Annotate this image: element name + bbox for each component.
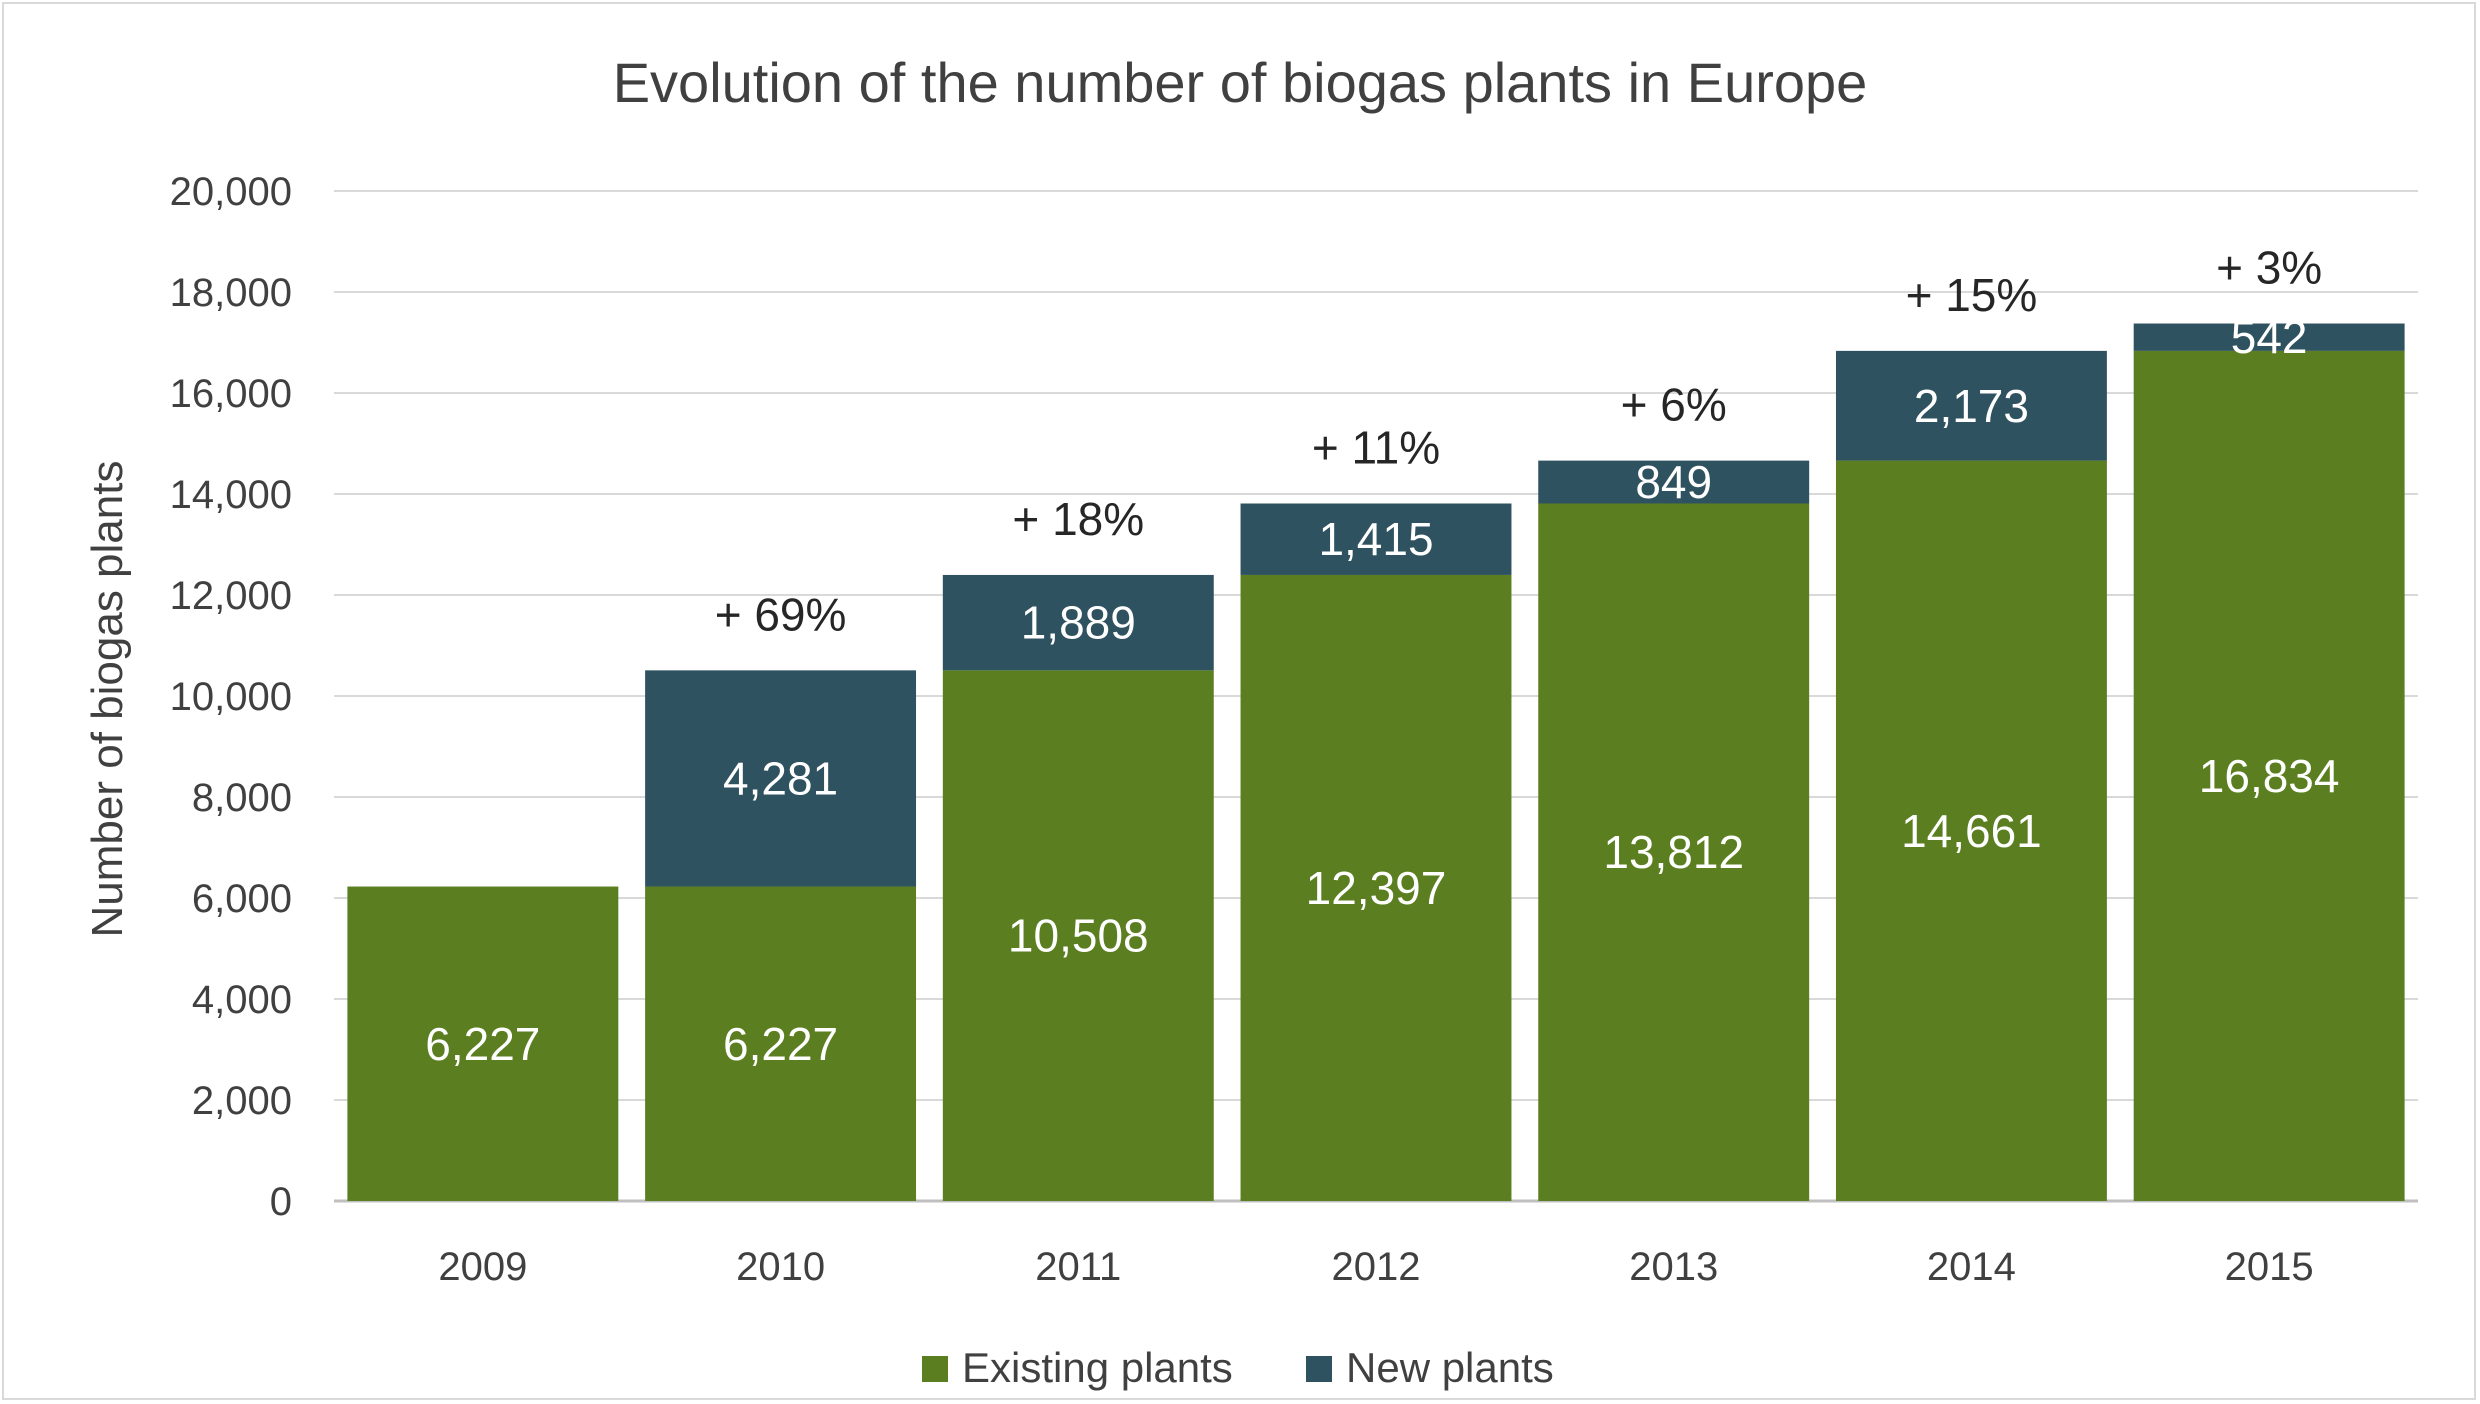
growth-label-2012: + 11% [1312,421,1440,473]
legend-swatch-existing-plants [922,1356,948,1382]
data-label-new-plants-2013: 849 [1635,456,1712,508]
chart-title: Evolution of the number of biogas plants… [613,51,1868,114]
data-label-existing-plants-2015: 16,834 [2199,750,2340,802]
legend-label-existing-plants: Existing plants [962,1344,1233,1391]
bar-existing-plants-2009 [347,886,619,1201]
x-tick-label-2010: 2010 [736,1245,825,1289]
growth-label-2015: + 3% [2216,242,2322,294]
bar-existing-plants-2013 [1538,503,1810,1201]
legend: Existing plants New plants [922,1344,1554,1391]
bar-existing-plants-2014 [1835,460,2107,1201]
y-tick-label: 6,000 [192,877,292,921]
data-labels: 6,227 6,227 4,281 + 69% 10,508 1,889 + 18% 12,3… [425,242,2339,1070]
x-tick-label-2009: 2009 [438,1245,527,1289]
data-label-new-plants-2012: 1,415 [1318,513,1433,565]
bar-new-plants-2010 [645,670,917,887]
data-label-existing-plants-2009: 6,227 [425,1018,540,1070]
growth-label-2010: + 69% [715,588,847,640]
y-tick-label: 12,000 [170,574,292,618]
bar-existing-plants-2012 [1240,574,1512,1201]
x-tick-label-2012: 2012 [1332,1245,1421,1289]
y-tick-label: 20,000 [170,170,292,214]
y-axis-ticks: 0 2,000 4,000 6,000 8,000 10,000 12,000 14,000 1… [170,170,292,1224]
bar-new-plants-2013 [1538,460,1810,504]
y-tick-label: 0 [270,1180,292,1224]
data-label-new-plants-2010: 4,281 [723,752,838,804]
bar-existing-plants-2011 [942,670,1214,1201]
legend-label-new-plants: New plants [1346,1344,1554,1391]
data-label-new-plants-2015: 542 [2231,311,2308,363]
data-label-existing-plants-2013: 13,812 [1603,826,1744,878]
bars [347,323,2405,1201]
growth-label-2011: + 18% [1012,493,1144,545]
bar-new-plants-2014 [1835,350,2107,461]
data-label-existing-plants-2010: 6,227 [723,1018,838,1070]
bar-new-plants-2011 [942,574,1214,671]
y-tick-label: 16,000 [170,372,292,416]
legend-swatch-new-plants [1306,1356,1332,1382]
y-tick-label: 10,000 [170,675,292,719]
data-label-new-plants-2014: 2,173 [1914,380,2029,432]
growth-label-2013: + 6% [1621,379,1727,431]
data-label-existing-plants-2014: 14,661 [1901,805,2042,857]
x-tick-label-2015: 2015 [2225,1245,2314,1289]
x-tick-label-2014: 2014 [1927,1245,2016,1289]
data-label-new-plants-2011: 1,889 [1021,597,1136,649]
x-tick-label-2011: 2011 [1035,1245,1121,1289]
y-tick-label: 8,000 [192,776,292,820]
y-tick-label: 4,000 [192,978,292,1022]
y-tick-label: 18,000 [170,271,292,315]
x-axis-ticks: 2009 2010 2011 2012 2013 2014 2015 [438,1245,2313,1289]
x-tick-label-2013: 2013 [1629,1245,1718,1289]
data-label-existing-plants-2012: 12,397 [1306,862,1447,914]
chart-svg: Evolution of the number of biogas plants… [83,51,2418,1391]
y-axis-title: Number of biogas plants [83,461,132,938]
y-tick-label: 14,000 [170,473,292,517]
data-label-existing-plants-2011: 10,508 [1008,910,1149,962]
bar-new-plants-2015 [2133,323,2405,351]
growth-label-2014: + 15% [1906,269,2038,321]
bar-existing-plants-2010 [645,886,917,1201]
y-tick-label: 2,000 [192,1079,292,1123]
bar-new-plants-2012 [1240,503,1512,575]
bar-existing-plants-2015 [2133,350,2405,1201]
